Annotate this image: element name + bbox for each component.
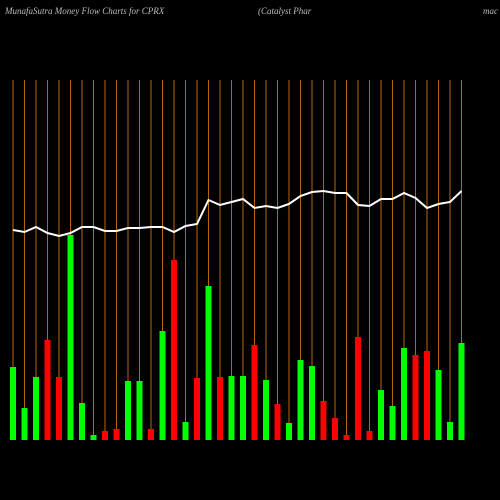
bar xyxy=(424,351,430,440)
bar xyxy=(343,435,350,440)
bar xyxy=(56,377,62,440)
chart-subtitle: (Catalyst Phar xyxy=(258,6,312,16)
bar xyxy=(263,380,269,440)
bar xyxy=(217,377,223,440)
bar xyxy=(113,429,120,440)
chart-subtitle-tail: mac xyxy=(483,6,498,16)
bar xyxy=(205,286,212,440)
bar xyxy=(228,376,235,440)
bar xyxy=(309,366,315,440)
bar xyxy=(182,422,189,440)
bar xyxy=(79,403,85,440)
bar xyxy=(33,377,39,440)
bar xyxy=(136,381,143,440)
bar xyxy=(297,360,304,440)
bar xyxy=(378,390,384,440)
money-flow-line xyxy=(12,189,463,238)
bar xyxy=(320,401,327,440)
bar xyxy=(159,331,166,440)
bar xyxy=(401,348,407,440)
bar xyxy=(447,422,453,440)
bar xyxy=(458,343,465,440)
bar xyxy=(44,340,51,440)
bar xyxy=(332,418,338,440)
bar xyxy=(21,408,28,440)
bar xyxy=(90,435,97,440)
bar xyxy=(412,355,419,440)
bar xyxy=(435,370,442,440)
bar xyxy=(240,376,246,440)
bar xyxy=(389,406,396,440)
bar xyxy=(355,337,361,440)
bar xyxy=(67,235,74,440)
bar xyxy=(274,404,281,440)
bar xyxy=(171,260,177,440)
bar xyxy=(366,431,373,440)
bar xyxy=(251,345,258,440)
bar xyxy=(286,423,292,440)
bar xyxy=(125,381,131,440)
bar xyxy=(148,429,154,440)
bar xyxy=(194,378,200,440)
chart-title: MunafaSutra Money Flow Charts for CPRX xyxy=(4,6,165,16)
bar xyxy=(102,431,108,440)
bar xyxy=(10,367,16,440)
